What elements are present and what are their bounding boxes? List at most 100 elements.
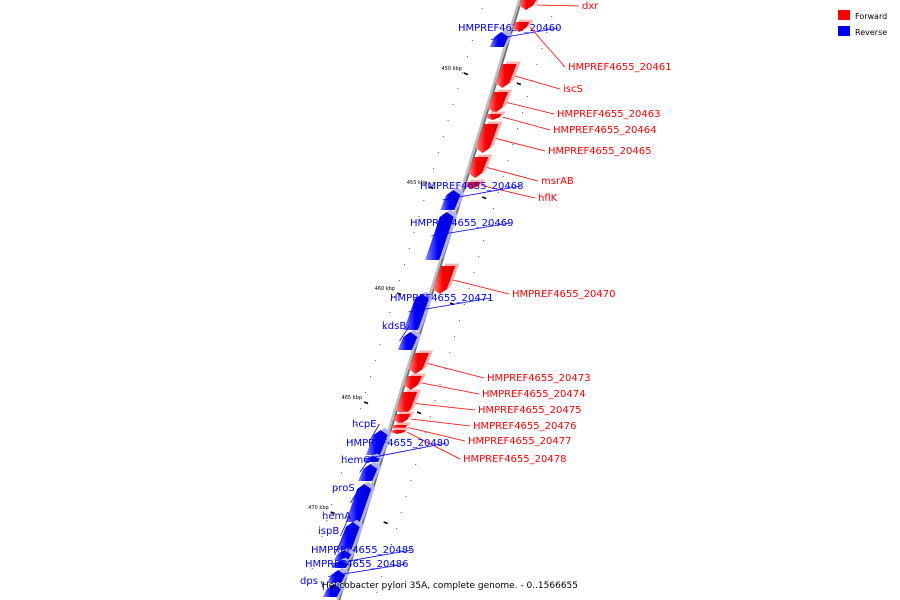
tick-mark: [330, 511, 335, 515]
tick-label: 460 kbp: [375, 286, 395, 292]
guide-dot: [467, 56, 469, 57]
guide-dot: [420, 448, 422, 449]
gene-label: HMPREF4655_20469: [410, 218, 513, 229]
gene-label: dxr: [582, 1, 599, 12]
guide-dot: [551, 16, 553, 17]
guide-dot: [424, 432, 426, 433]
guide-dot: [468, 288, 470, 289]
guide-dot: [413, 232, 415, 233]
gene-body: [345, 484, 372, 522]
legend-forward-swatch: [838, 10, 850, 20]
gene-label: HMPREF4655_20485: [311, 545, 414, 556]
gene-body: [322, 584, 341, 597]
guide-dot: [541, 48, 543, 49]
gene-label: iscS: [563, 84, 583, 95]
gene-label: HMPREF4655_20477: [468, 436, 571, 447]
gene-hmpref4655_20476: HMPREF4655_20476: [393, 411, 576, 432]
guide-dot: [355, 424, 357, 425]
gene-label: HMPREF4655_20486: [305, 559, 408, 570]
gene-label: hemA: [322, 511, 351, 522]
gene-connector: [452, 279, 510, 295]
gene-connector: [536, 4, 580, 7]
gene-connector: [481, 185, 536, 199]
gene-connector: [368, 423, 380, 443]
guide-dot: [410, 480, 412, 481]
gene-label: ispB: [318, 526, 339, 537]
gene-connector: [514, 75, 561, 90]
gene-connector: [334, 530, 346, 556]
gene-hmpref4655_20469: HMPREF4655_20469: [410, 209, 513, 260]
gene-label: hemC: [341, 455, 370, 466]
guide-dot: [546, 32, 548, 33]
gene-body: [390, 430, 406, 434]
guide-dot: [403, 264, 405, 265]
gene-hema: hemA: [322, 511, 364, 550]
gene-body: [408, 353, 429, 374]
gene-label: HMPREF4655_20468: [420, 181, 523, 192]
guide-dot: [476, 24, 478, 25]
guide-dot: [512, 144, 514, 145]
gene-body: [425, 212, 454, 260]
gene-label: msrAB: [541, 176, 574, 187]
gene-hflk: hflK: [464, 179, 558, 204]
gene-body: [365, 430, 388, 455]
guide-dot: [350, 440, 352, 441]
guide-dot: [502, 176, 504, 177]
guide-dot: [449, 352, 451, 353]
legend-forward-label: Forward: [855, 12, 887, 21]
legend: Forward Reverse: [838, 10, 887, 37]
guide-dot: [497, 192, 499, 193]
dotted-guides: [306, 8, 553, 593]
guide-dot: [394, 296, 396, 297]
guide-dot: [434, 400, 436, 401]
gene-label: hflK: [538, 193, 558, 204]
guide-dot: [428, 184, 430, 185]
tick-mark: [363, 401, 369, 405]
guide-dot: [437, 152, 439, 153]
guide-dot: [429, 416, 431, 417]
gene-connector: [415, 403, 476, 411]
gene-connector: [431, 222, 511, 237]
guide-dot: [408, 248, 410, 249]
gene-label: HMPREF4655_20478: [463, 454, 566, 465]
gene-body: [518, 0, 536, 10]
guide-dot: [369, 376, 371, 377]
gene-label: HMPREF4655_20475: [478, 405, 581, 416]
gene-hmpref4655_20486: HMPREF4655_20486: [305, 559, 408, 583]
gene-body: [512, 22, 530, 32]
gene-label: HMPREF4655_20464: [553, 125, 656, 136]
gene-features: dxr HMPREF4655_20460 HMPREF4655_20461 iscS H…: [300, 0, 671, 597]
map-caption: Helicobacter pylori 35A, complete genome…: [322, 581, 578, 591]
guide-dot: [522, 112, 524, 113]
gene-body: [468, 157, 489, 178]
tick-label: 455 kbp: [407, 180, 427, 186]
guide-dot: [483, 240, 485, 241]
guide-dot: [360, 408, 362, 409]
guide-dot: [418, 216, 420, 217]
gene-body: [327, 570, 346, 583]
guide-dot: [384, 328, 386, 329]
gene-dps: dps: [300, 576, 345, 597]
gene-label: HMPREF4655_20461: [568, 62, 671, 73]
gene-hcpe: hcpE: [352, 419, 392, 455]
guide-dot: [306, 584, 308, 585]
gene-msrab: msrAB: [468, 154, 574, 187]
guide-dot: [376, 592, 378, 593]
gene-label: HMPREF4655_20470: [512, 289, 615, 300]
tick-mark-right: [516, 82, 522, 86]
gene-body: [334, 550, 352, 560]
guide-dot: [423, 200, 425, 201]
gene-hmpref4655_20471: HMPREF4655_20471: [390, 291, 493, 330]
gene-hmpref4655_20473: HMPREF4655_20473: [408, 350, 590, 384]
gene-hmpref4655_20475: HMPREF4655_20475: [396, 389, 581, 416]
guide-dot: [442, 136, 444, 137]
gene-connector: [410, 418, 471, 427]
guide-dot: [331, 504, 333, 505]
gene-connector: [350, 487, 360, 504]
gene-body: [440, 190, 461, 210]
tick-mark-right: [481, 196, 487, 200]
guide-dot: [415, 464, 417, 465]
guide-dot: [379, 344, 381, 345]
gene-pros: proS: [332, 481, 376, 522]
